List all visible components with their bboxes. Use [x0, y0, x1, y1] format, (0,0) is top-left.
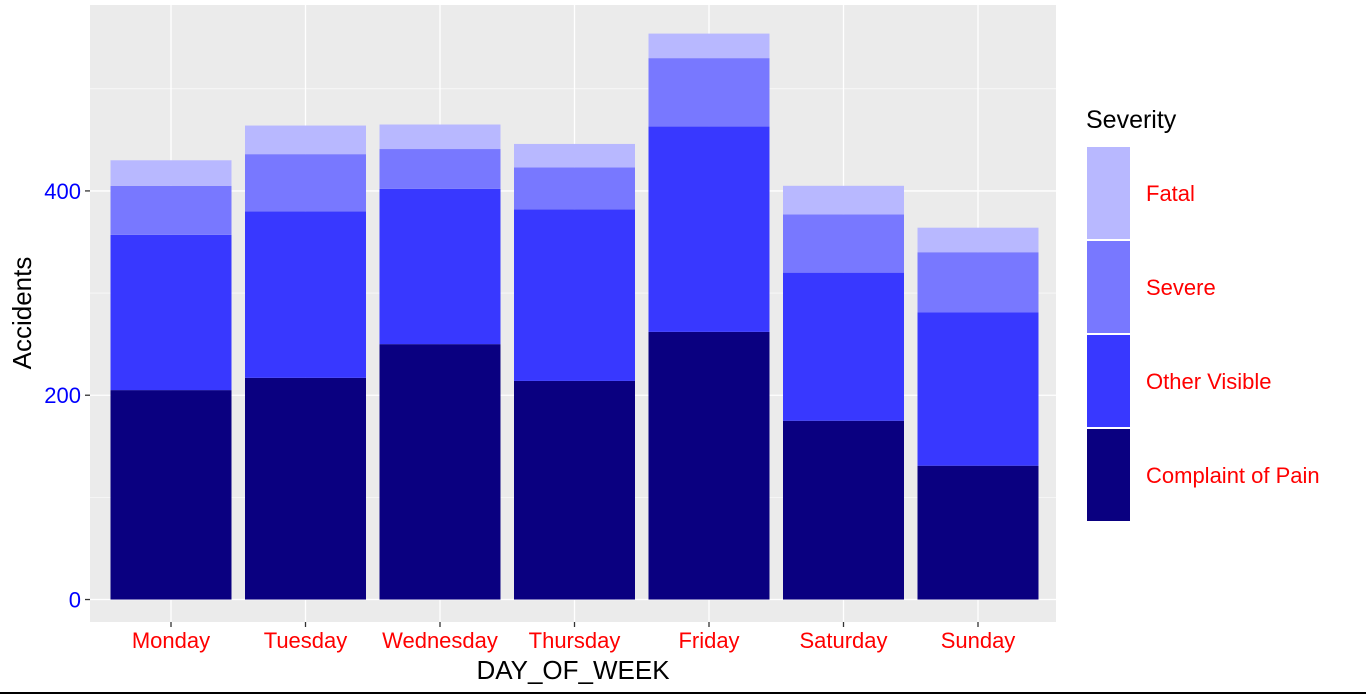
legend-key-severe — [1085, 239, 1132, 335]
x-tick-label: Saturday — [799, 628, 887, 653]
legend: Severity Fatal Severe Other Visible Complai… — [1085, 106, 1320, 523]
bar-segment-other-visible — [379, 188, 501, 345]
x-tick-label: Monday — [132, 628, 210, 653]
x-tick-label: Tuesday — [264, 628, 348, 653]
y-tick-label: 0 — [69, 588, 81, 613]
bar-segment-other-visible — [514, 209, 635, 381]
x-tick-label: Friday — [678, 628, 739, 653]
legend-key-complaint-of-pain — [1085, 427, 1132, 523]
bar-segment-fatal — [245, 125, 366, 155]
y-tick-label: 400 — [44, 179, 81, 204]
bar-segment-severe — [648, 58, 770, 127]
x-tick-label: Wednesday — [382, 628, 498, 653]
legend-key-fatal — [1085, 145, 1132, 241]
legend-label-fatal: Fatal — [1146, 181, 1195, 206]
legend-key-other-visible — [1085, 333, 1132, 429]
bar-segment-severe — [245, 154, 366, 212]
legend-label-other-visible: Other Visible — [1146, 369, 1272, 394]
legend-label-complaint-of-pain: Complaint of Pain — [1146, 463, 1320, 488]
x-tick-label: Thursday — [529, 628, 621, 653]
bar-segment-severe — [110, 185, 232, 235]
bar-segment-severe — [379, 149, 501, 189]
bar-segment-other-visible — [245, 211, 366, 378]
x-axis-title: DAY_OF_WEEK — [476, 655, 670, 685]
bar-segment-complaint-of-pain — [783, 420, 904, 600]
bar-segment-severe — [514, 167, 635, 210]
x-tick-label: Sunday — [941, 628, 1016, 653]
bar-segment-fatal — [379, 124, 501, 150]
legend-label-severe: Severe — [1146, 275, 1216, 300]
bar-segment-fatal — [110, 160, 232, 186]
bar-segment-fatal — [783, 185, 904, 215]
bar-segment-other-visible — [917, 312, 1039, 466]
bar-segment-complaint-of-pain — [379, 344, 501, 600]
bar-segment-severe — [917, 252, 1039, 313]
bar-segment-fatal — [648, 33, 770, 59]
y-tick-label: 200 — [44, 383, 81, 408]
bar-segment-severe — [783, 214, 904, 273]
y-axis: 0 200 400 — [44, 179, 90, 613]
bar-segment-complaint-of-pain — [648, 331, 770, 600]
bar-segment-other-visible — [783, 272, 904, 421]
bar-segment-fatal — [917, 227, 1039, 253]
bar-segment-fatal — [514, 143, 635, 168]
bar-segment-other-visible — [110, 234, 232, 391]
legend-title: Severity — [1086, 106, 1177, 134]
x-axis: Monday Tuesday Wednesday Thursday Friday Satu… — [132, 622, 1015, 653]
bars — [110, 33, 1039, 600]
y-axis-title: Accidents — [7, 257, 37, 370]
bar-segment-complaint-of-pain — [917, 465, 1039, 600]
bar-segment-complaint-of-pain — [110, 390, 232, 600]
bar-segment-other-visible — [648, 126, 770, 332]
bar-segment-complaint-of-pain — [245, 377, 366, 600]
bar-segment-complaint-of-pain — [514, 380, 635, 600]
